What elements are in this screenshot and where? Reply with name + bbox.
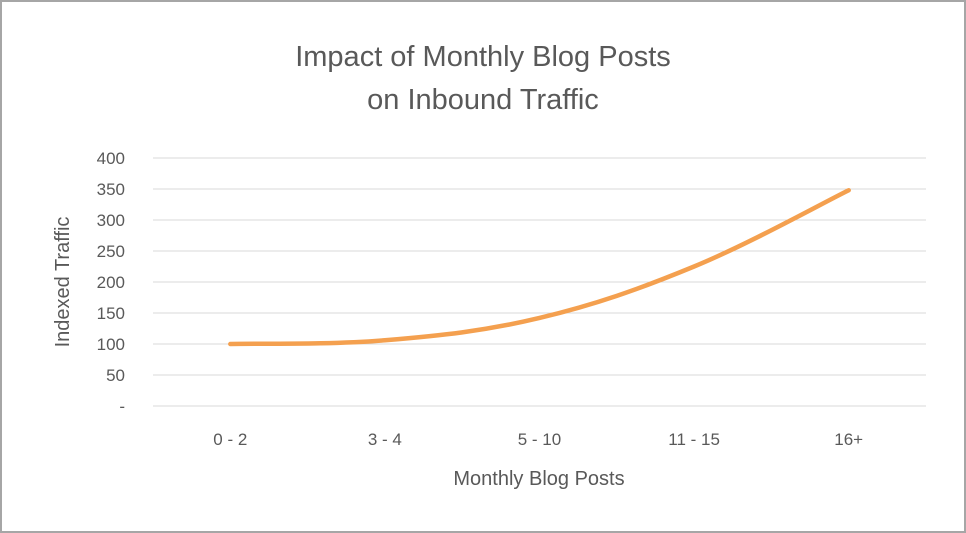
series-lines	[228, 187, 851, 347]
y-tick-label: 50	[106, 366, 125, 385]
y-tick-label: 200	[97, 273, 125, 292]
x-tick-label: 11 - 15	[668, 430, 720, 449]
gridlines	[153, 157, 926, 407]
y-tick-label: 100	[97, 335, 125, 354]
x-tick-label: 0 - 2	[213, 430, 247, 449]
x-axis-label: Monthly Blog Posts	[453, 468, 624, 490]
chart-title-line-2: on Inbound Traffic	[367, 84, 599, 116]
y-tick-label: -	[119, 397, 125, 416]
y-axis-tick-labels: - 50 100 150 200 250 300 350 400	[97, 149, 125, 416]
y-axis-label: Indexed Traffic	[52, 217, 74, 348]
y-tick-label: 350	[97, 180, 125, 199]
y-tick-label: 150	[97, 304, 125, 323]
chart-title-line-1: Impact of Monthly Blog Posts	[295, 41, 671, 73]
x-tick-label: 3 - 4	[368, 430, 402, 449]
x-tick-label: 5 - 10	[518, 430, 561, 449]
x-axis-tick-labels: 0 - 2 3 - 4 5 - 10 11 - 15 16+	[213, 430, 863, 449]
y-tick-label: 400	[97, 149, 125, 168]
y-tick-label: 250	[97, 242, 125, 261]
x-tick-label: 16+	[834, 430, 863, 449]
y-tick-label: 300	[97, 211, 125, 230]
series-line	[228, 187, 851, 347]
